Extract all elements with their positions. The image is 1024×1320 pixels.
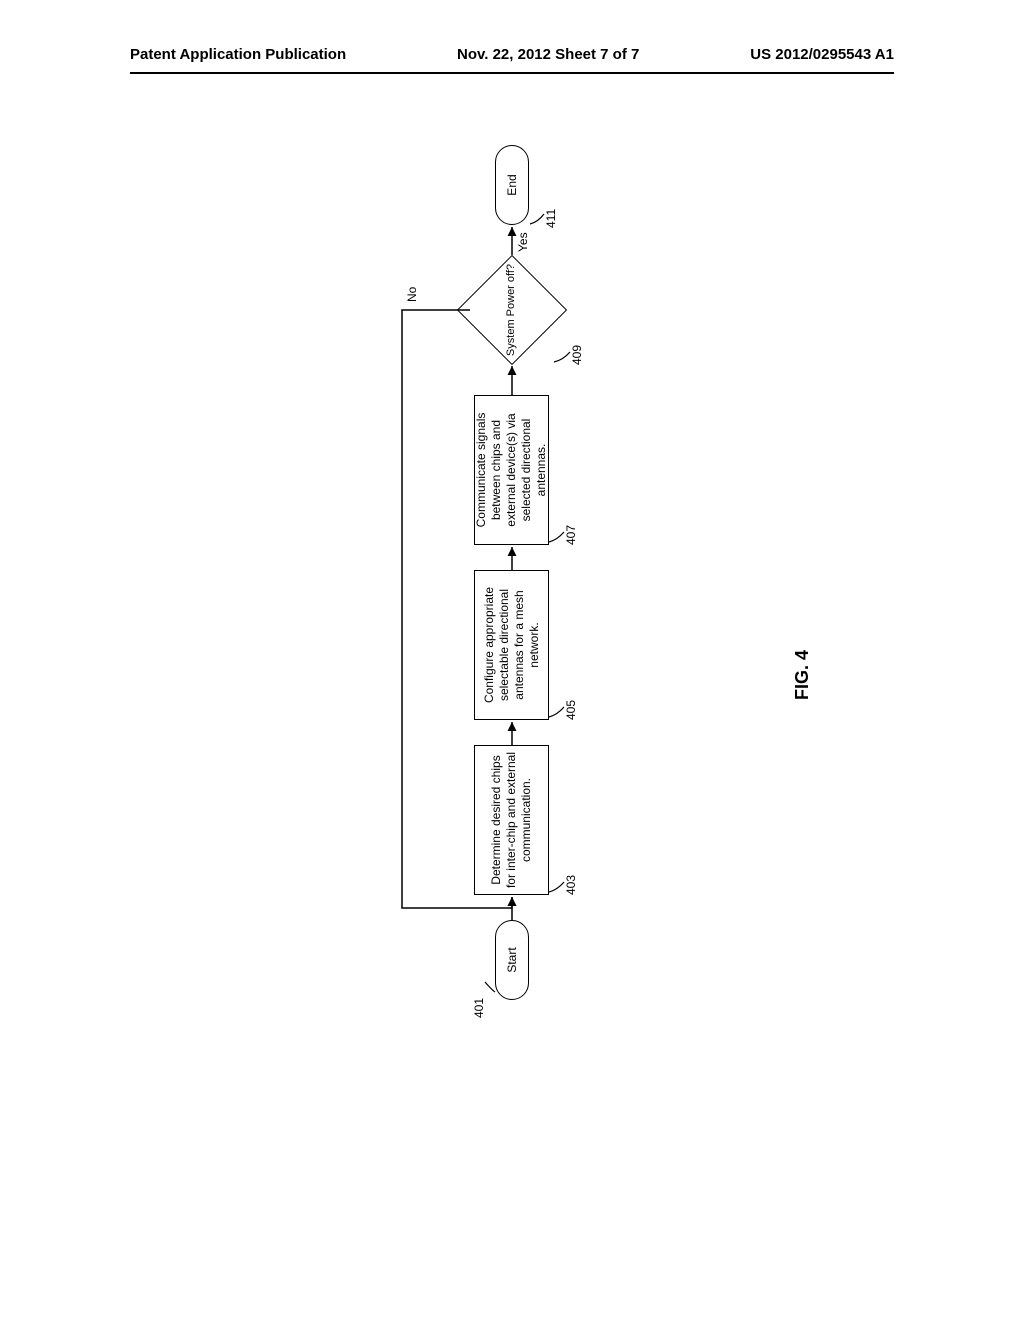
- yes-label: Yes: [516, 232, 530, 252]
- ref-409: 409: [570, 345, 584, 365]
- ref-403: 403: [564, 875, 578, 895]
- ref-407: 407: [564, 525, 578, 545]
- communicate-node: Communicate signals between chips and ex…: [474, 395, 549, 545]
- start-node: Start: [495, 920, 529, 1000]
- end-label: End: [505, 174, 520, 195]
- flowchart: Start 401 Determine desired chips for in…: [342, 300, 682, 1000]
- configure-label: Configure appropriate selectable directi…: [482, 575, 542, 715]
- ref-401: 401: [472, 998, 486, 1018]
- ref-405: 405: [564, 700, 578, 720]
- poweroff-node: System Power off?: [467, 250, 557, 370]
- ref-curve-409: [342, 300, 602, 1000]
- header-center: Nov. 22, 2012 Sheet 7 of 7: [457, 46, 639, 63]
- configure-node: Configure appropriate selectable directi…: [474, 570, 549, 720]
- determine-node: Determine desired chips for inter-chip a…: [474, 745, 549, 895]
- end-node: End: [495, 145, 529, 225]
- header-right: US 2012/0295543 A1: [750, 46, 894, 63]
- ref-curve-405: [342, 640, 602, 1000]
- poweroff-label: System Power off?: [505, 258, 519, 362]
- header-left: Patent Application Publication: [130, 46, 346, 63]
- start-label: Start: [505, 947, 520, 972]
- communicate-label: Communicate signals between chips and ex…: [474, 400, 549, 540]
- determine-label: Determine desired chips for inter-chip a…: [489, 750, 534, 890]
- no-label: No: [405, 287, 419, 302]
- ref-411: 411: [544, 209, 558, 228]
- header-rule: [130, 72, 894, 74]
- ref-curve-403: [342, 800, 602, 1000]
- ref-curve-407: [342, 460, 602, 1000]
- figure-label: FIG. 4: [792, 650, 813, 700]
